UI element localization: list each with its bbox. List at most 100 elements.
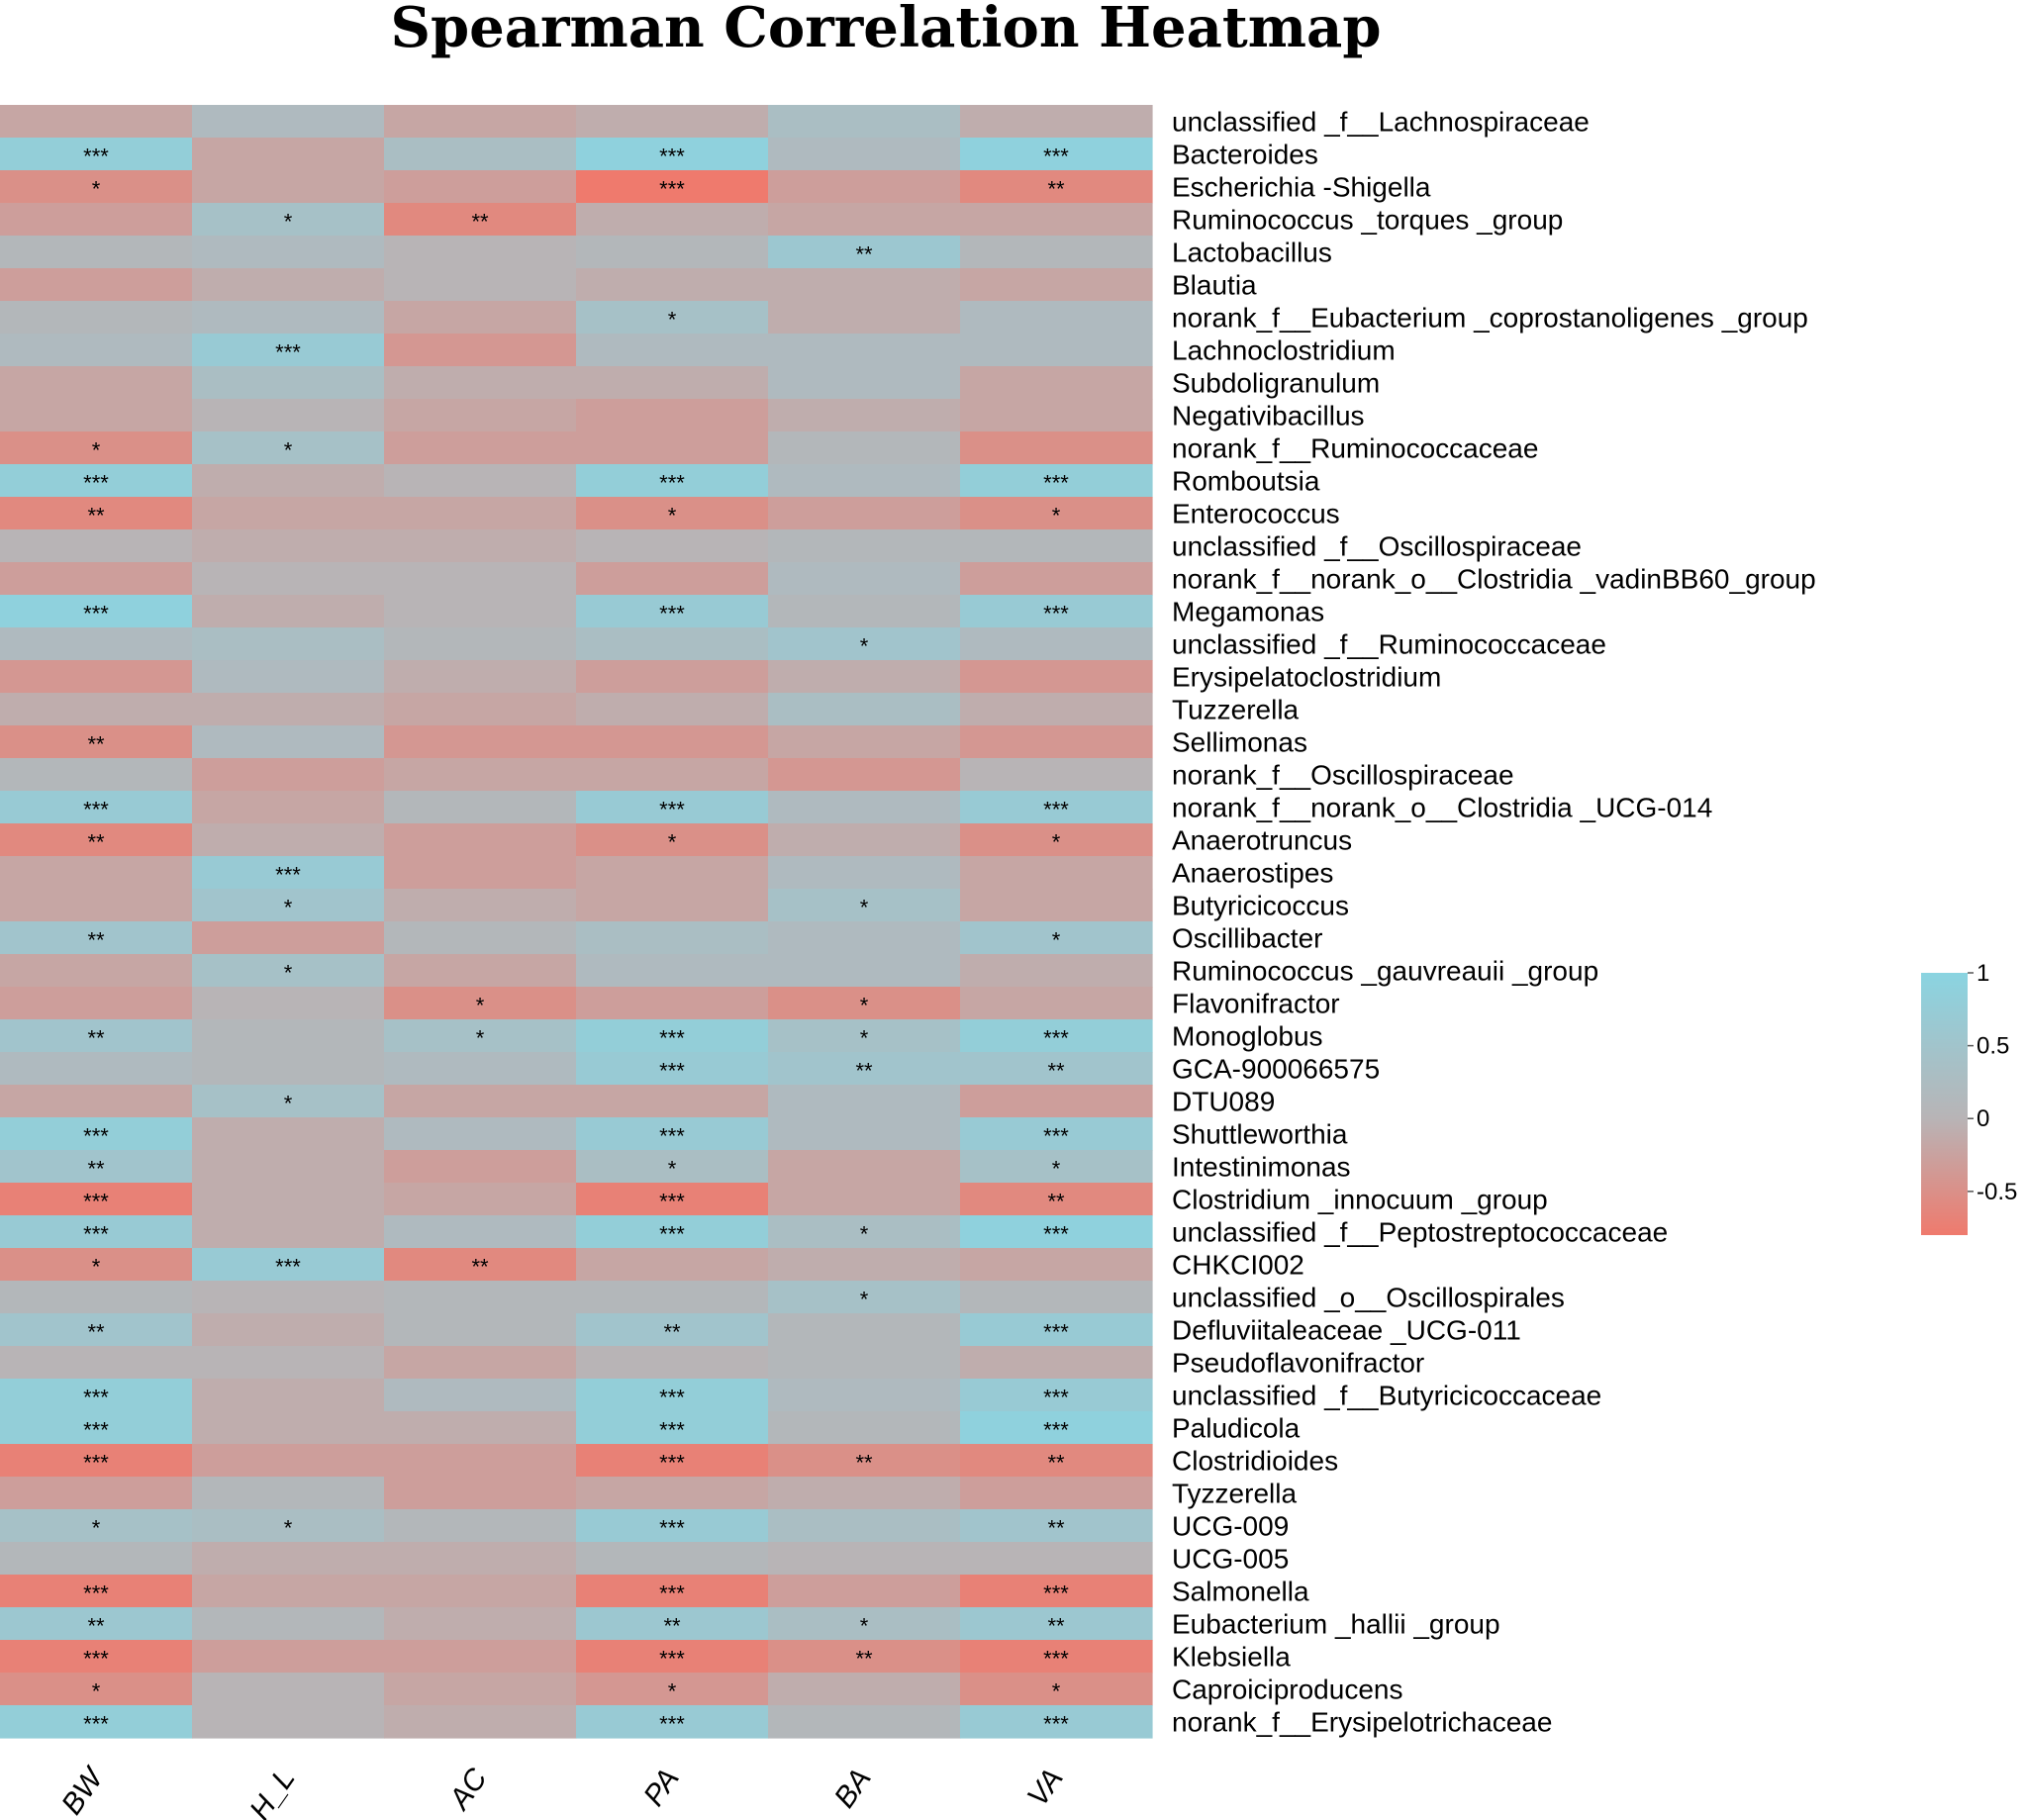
heatmap-cell <box>576 1575 769 1608</box>
heatmap-cell <box>0 138 193 171</box>
heatmap-cell <box>384 627 577 661</box>
heatmap-cell <box>768 693 961 726</box>
significance-mark: ** <box>855 242 873 267</box>
row-label: Tyzzerella <box>1172 1479 1297 1509</box>
row-label: Sellimonas <box>1172 727 1307 758</box>
heatmap-cell <box>576 1052 769 1086</box>
heatmap-cell <box>768 203 961 237</box>
heatmap-cell <box>576 1085 769 1118</box>
heatmap-cell <box>0 366 193 400</box>
heatmap-cell <box>960 954 1153 988</box>
row-label: UCG-005 <box>1172 1544 1289 1575</box>
heatmap-cell <box>768 1281 961 1314</box>
significance-mark: *** <box>659 144 685 169</box>
significance-marks: *** *** **** *** *** ********* **** *** ***** * **… <box>83 144 1069 1737</box>
row-label: Megamonas <box>1172 597 1324 627</box>
heatmap-cell <box>192 660 385 694</box>
row-label: norank_f__Erysipelotrichaceae <box>1172 1707 1552 1738</box>
heatmap-cell <box>192 725 385 759</box>
significance-mark: *** <box>83 1451 109 1476</box>
heatmap-cell <box>384 562 577 596</box>
significance-mark: * <box>284 1092 293 1116</box>
heatmap-cell <box>0 170 193 204</box>
heatmap-cell <box>0 856 193 890</box>
significance-mark: ** <box>1047 1190 1065 1214</box>
heatmap-cell <box>192 170 385 204</box>
significance-mark: * <box>92 177 101 202</box>
heatmap-cell <box>768 268 961 302</box>
row-label: Klebsiella <box>1172 1642 1291 1673</box>
heatmap-cell <box>576 236 769 269</box>
heatmap-cell <box>192 334 385 367</box>
legend-tick-label: 1 <box>1977 960 1989 987</box>
heatmap-cell <box>384 399 577 432</box>
heatmap-cell <box>960 1248 1153 1282</box>
heatmap-cell <box>576 1542 769 1576</box>
heatmap-cell <box>960 856 1153 890</box>
significance-mark: *** <box>659 1190 685 1214</box>
column-label: PA <box>637 1763 686 1812</box>
heatmap-cell <box>960 1346 1153 1380</box>
heatmap-cell <box>576 627 769 661</box>
heatmap-cell <box>384 725 577 759</box>
significance-mark: *** <box>659 1386 685 1410</box>
heatmap-cell <box>768 1313 961 1347</box>
heatmap-cell <box>960 236 1153 269</box>
significance-mark: *** <box>83 1647 109 1672</box>
heatmap-cell <box>768 823 961 857</box>
heatmap-cell <box>0 693 193 726</box>
row-label: Clostridium _innocuum _group <box>1172 1185 1548 1215</box>
row-label: GCA-900066575 <box>1172 1054 1380 1085</box>
heatmap-cell <box>192 1150 385 1184</box>
significance-mark: *** <box>659 1026 685 1051</box>
significance-mark: ** <box>87 928 105 953</box>
heatmap-cell <box>960 1509 1153 1543</box>
heatmap-cell <box>0 301 193 335</box>
heatmap-cell <box>960 1052 1153 1086</box>
heatmap-cell <box>0 203 193 237</box>
heatmap-cell <box>192 1411 385 1445</box>
heatmap-cell <box>960 758 1153 792</box>
row-label: Enterococcus <box>1172 499 1340 529</box>
heatmap-cell <box>0 562 193 596</box>
heatmap-cell <box>192 791 385 824</box>
heatmap-cell <box>768 660 961 694</box>
heatmap-cell <box>384 529 577 563</box>
heatmap-cell <box>0 1346 193 1380</box>
significance-mark: *** <box>83 471 109 496</box>
heatmap-cell <box>384 1575 577 1608</box>
heatmap-cell <box>576 1607 769 1641</box>
significance-mark: *** <box>659 1581 685 1606</box>
heatmap-cell <box>576 954 769 988</box>
heatmap-cell <box>576 823 769 857</box>
significance-mark: * <box>1052 928 1061 953</box>
heatmap-cell <box>960 334 1153 367</box>
heatmap-cell <box>192 987 385 1020</box>
heatmap-cell <box>0 1313 193 1347</box>
heatmap-cell <box>0 464 193 498</box>
significance-mark: ** <box>855 1059 873 1084</box>
heatmap-cell <box>960 1477 1153 1510</box>
significance-mark: * <box>476 1026 485 1051</box>
row-label: Negativibacillus <box>1172 401 1365 431</box>
heatmap-cell <box>576 758 769 792</box>
heatmap-cell <box>384 1509 577 1543</box>
significance-mark: * <box>284 210 293 235</box>
heatmap-cell <box>768 1215 961 1249</box>
heatmap-cell <box>0 1607 193 1641</box>
heatmap-cell <box>576 1509 769 1543</box>
significance-mark: * <box>860 1026 869 1051</box>
heatmap-cell <box>192 1705 385 1739</box>
heatmap-cell <box>960 431 1153 465</box>
heatmap-cell <box>0 1248 193 1282</box>
heatmap-cell <box>192 1346 385 1380</box>
heatmap-cell <box>192 1215 385 1249</box>
row-label: unclassified _f__Ruminococcaceae <box>1172 629 1606 660</box>
significance-mark: ** <box>855 1451 873 1476</box>
heatmap-cell <box>768 1542 961 1576</box>
heatmap-cell <box>960 1183 1153 1216</box>
significance-mark: ** <box>471 1255 489 1280</box>
significance-mark: ** <box>1047 177 1065 202</box>
heatmap-cell <box>960 1705 1153 1739</box>
significance-mark: *** <box>1043 1418 1069 1443</box>
